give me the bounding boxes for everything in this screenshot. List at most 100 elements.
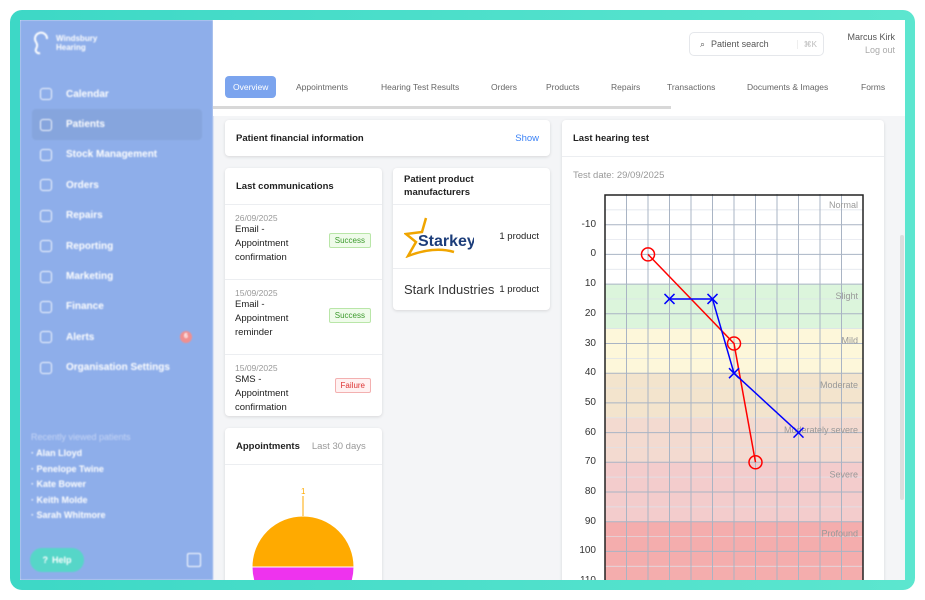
sidebar-item-label: Marketing <box>66 271 114 283</box>
y-tick-label: 40 <box>584 367 596 379</box>
sidebar-item-label: Calendar <box>66 88 109 100</box>
sidebar-item-label: Organisation Settings <box>66 362 170 374</box>
sidebar-item-label: Reporting <box>66 240 114 252</box>
logout-link[interactable]: Log out <box>864 45 895 55</box>
page-scrollbar[interactable] <box>900 235 904 500</box>
pie-label: 1 <box>301 487 306 496</box>
credit-card-icon <box>40 300 52 313</box>
manufacturers-card: Patient product manufacturers Starkey 1 … <box>393 168 550 310</box>
tabs-scrollbar[interactable] <box>213 106 671 109</box>
communications-title: Last communications <box>225 168 382 205</box>
audiogram-chart: Normal Slight Mild Moderate Moderately sever… <box>604 194 864 580</box>
y-tick-label: 60 <box>584 426 596 438</box>
calendar-icon <box>40 88 52 101</box>
sidebar: Windsbury Hearing Calendar Patients Stock M… <box>20 20 213 580</box>
sidebar-item-alerts[interactable]: Alerts 6 <box>32 322 202 352</box>
recent-patient-link[interactable]: · Sarah Whitmore <box>31 510 106 520</box>
patient-search[interactable]: ⌕ Patient search ⌘K <box>689 32 824 56</box>
starkey-logo: Starkey <box>404 217 474 258</box>
y-tick-label: 0 <box>590 248 596 260</box>
status-badge: Success <box>328 233 371 248</box>
show-financial-link[interactable]: Show <box>515 132 539 144</box>
communication-date: 15/09/2025 <box>235 288 278 298</box>
orders-icon <box>40 179 52 192</box>
tab-repairs[interactable]: Repairs <box>611 82 641 92</box>
recent-patient-link[interactable]: · Keith Molde <box>31 494 88 505</box>
y-tick-label: 110 <box>572 575 596 580</box>
series-line <box>669 298 800 434</box>
sidebar-item-stock-management[interactable]: Stock Management <box>32 140 202 170</box>
left-ear-marker <box>728 367 740 379</box>
header: ⌕ Patient search ⌘K Marcus Kirk Log out <box>213 20 905 68</box>
tab-forms[interactable]: Forms <box>861 82 886 92</box>
tab-overview[interactable]: Overview <box>225 76 277 98</box>
tab-documents-images[interactable]: Documents & Images <box>747 82 829 92</box>
test-date: Test date: 29/09/2025 <box>573 170 665 181</box>
help-label: Help <box>51 555 72 565</box>
brand-name: Windsbury <box>56 34 98 43</box>
y-tick-label: -10 <box>581 218 596 230</box>
envelope-icon <box>40 270 52 283</box>
search-placeholder: Patient search <box>711 39 769 49</box>
recent-patient-link[interactable]: · Kate Bower <box>31 479 87 489</box>
patient-name: Penelope Twine <box>36 463 104 474</box>
sidebar-item-label: Stock Management <box>66 149 158 161</box>
right-ear-marker <box>748 455 763 470</box>
patient-name: Keith Molde <box>36 494 88 505</box>
search-icon: ⌕ <box>700 38 706 49</box>
sidebar-nav: Calendar Patients Stock Management Orders Re… <box>32 79 202 383</box>
sidebar-item-finance[interactable]: Finance <box>32 292 202 322</box>
tab-transactions[interactable]: Transactions <box>667 82 716 92</box>
svg-text:Starkey: Starkey <box>418 233 474 250</box>
tab-appointments[interactable]: Appointments <box>296 82 348 92</box>
user-menu: Marcus Kirk Log out <box>847 31 895 57</box>
hearing-title: Last hearing test <box>562 120 884 157</box>
band-label: Slight <box>835 291 858 301</box>
tab-products[interactable]: Products <box>546 82 580 92</box>
sidebar-item-patients[interactable]: Patients <box>32 109 202 140</box>
sidebar-item-orders[interactable]: Orders <box>32 170 202 200</box>
band-label: Moderate <box>820 380 858 390</box>
product-count: 1 product <box>499 283 539 295</box>
status-badge: Success <box>328 308 371 323</box>
appointments-title: Appointments <box>236 440 300 452</box>
user-name: Marcus Kirk <box>847 32 895 42</box>
financial-title: Patient financial information <box>236 132 364 144</box>
communications-card: Last communications 26/09/2025 Email - Ap… <box>225 168 382 416</box>
sidebar-item-reporting[interactable]: Reporting <box>32 231 202 261</box>
band-label: Normal <box>829 200 858 210</box>
tab-hearing-test-results[interactable]: Hearing Test Results <box>381 82 460 92</box>
sidebar-item-repairs[interactable]: Repairs <box>32 201 202 231</box>
bell-icon <box>40 331 52 344</box>
patient-name: Alan Lloyd <box>36 448 83 458</box>
y-tick-label: 20 <box>584 307 596 319</box>
y-tick-label: 80 <box>584 486 596 497</box>
right-ear-marker <box>640 247 656 262</box>
patient-tabs: Overview Appointments Hearing Test Results… <box>213 68 905 116</box>
hearing-test-card: Last hearing test Test date: 29/09/2025 … <box>562 120 884 580</box>
tab-orders[interactable]: Orders <box>491 82 517 92</box>
pie-slice <box>251 515 355 568</box>
manufacturers-title: Patient product manufacturers <box>393 168 550 205</box>
help-button[interactable]: ? Help <box>30 548 84 572</box>
sidebar-item-label: Repairs <box>66 210 103 222</box>
collapse-sidebar-icon[interactable] <box>187 553 201 567</box>
communication-text: Email - Appointment reminder <box>235 299 289 338</box>
sidebar-item-marketing[interactable]: Marketing <box>32 261 202 291</box>
y-tick-label: 90 <box>584 515 596 527</box>
patients-icon <box>40 118 52 131</box>
logo: Windsbury Hearing <box>32 30 97 56</box>
y-tick-label: 70 <box>584 456 596 468</box>
help-icon: ? <box>42 555 48 565</box>
y-tick-label: 50 <box>584 396 596 408</box>
right-ear-marker <box>726 336 742 351</box>
communication-text: SMS - Appointment confirmation <box>235 374 289 413</box>
sidebar-item-label: Finance <box>66 301 104 313</box>
recent-patient-link[interactable]: · Penelope Twine <box>31 463 104 474</box>
series-line <box>647 253 757 463</box>
y-tick-label: 30 <box>584 337 596 349</box>
sidebar-item-organisation-settings[interactable]: Organisation Settings <box>32 353 202 383</box>
sidebar-item-label: Alerts <box>66 331 95 343</box>
sidebar-item-calendar[interactable]: Calendar <box>32 79 202 109</box>
recent-patient-link[interactable]: · Alan Lloyd <box>31 448 83 458</box>
